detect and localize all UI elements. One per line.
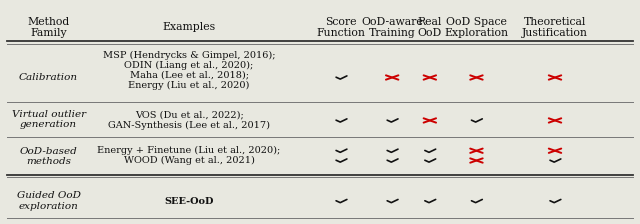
Text: OoD Space
Exploration: OoD Space Exploration bbox=[444, 17, 508, 38]
Text: WOOD (Wang et al., 2021): WOOD (Wang et al., 2021) bbox=[124, 156, 255, 165]
Text: Theoretical
Justification: Theoretical Justification bbox=[522, 17, 588, 38]
Text: Energy + Finetune (Liu et al., 2020);: Energy + Finetune (Liu et al., 2020); bbox=[97, 146, 281, 155]
Text: Maha (Lee et al., 2018);: Maha (Lee et al., 2018); bbox=[129, 71, 248, 80]
Text: Method
Family: Method Family bbox=[28, 17, 70, 38]
Text: GAN-Synthesis (Lee et al., 2017): GAN-Synthesis (Lee et al., 2017) bbox=[108, 121, 270, 130]
Text: SEE-OoD: SEE-OoD bbox=[164, 196, 214, 206]
Text: OoD-aware
Training: OoD-aware Training bbox=[362, 17, 423, 38]
Text: Calibration: Calibration bbox=[19, 73, 78, 82]
Text: Energy (Liu et al., 2020): Energy (Liu et al., 2020) bbox=[129, 81, 250, 90]
Text: VOS (Du et al., 2022);: VOS (Du et al., 2022); bbox=[134, 111, 243, 120]
Text: Real
OoD: Real OoD bbox=[418, 17, 442, 38]
Text: OoD-based
methods: OoD-based methods bbox=[20, 147, 77, 166]
Text: Examples: Examples bbox=[163, 22, 216, 32]
Text: MSP (Hendrycks & Gimpel, 2016);: MSP (Hendrycks & Gimpel, 2016); bbox=[103, 51, 275, 60]
Text: Virtual outlier
generation: Virtual outlier generation bbox=[12, 110, 86, 129]
Text: ODIN (Liang et al., 2020);: ODIN (Liang et al., 2020); bbox=[124, 61, 253, 70]
Text: Guided OoD
exploration: Guided OoD exploration bbox=[17, 191, 81, 211]
Text: Score
Function: Score Function bbox=[317, 17, 365, 38]
